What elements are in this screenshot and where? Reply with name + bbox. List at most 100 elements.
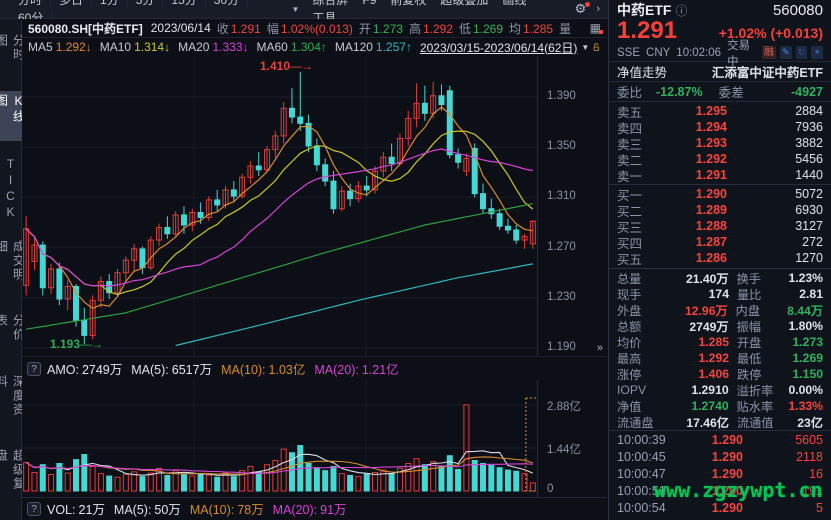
period-tab-30分[interactable]: 30分 [205, 0, 249, 7]
trading-status: 交易中 [727, 39, 751, 68]
stat-row-总量: 总量 21.40万 换手 1.23% [609, 270, 831, 286]
tool-button-前复权[interactable]: 前复权 [390, 0, 427, 7]
candle-body [529, 220, 536, 245]
fund-name[interactable]: 汇添富中证中药ETF [711, 66, 823, 80]
volume-ma-line [25, 462, 533, 475]
volume-svg[interactable] [22, 380, 537, 497]
stat-value: 1.285 [698, 335, 730, 349]
period-tab-15分[interactable]: 15分 [163, 0, 206, 7]
sidebar-item-TICK[interactable]: TICK [3, 156, 18, 221]
candle-body [23, 228, 30, 286]
quote-date: 2023/06/14 [150, 21, 211, 35]
candle-body [388, 156, 395, 165]
gear-glyph: ⚙ [574, 1, 587, 16]
price-tick: 1.190 [547, 341, 576, 353]
gear-icon[interactable]: ⚙ [567, 1, 595, 17]
ask-row-卖五[interactable]: 卖五 1.295 2884 [609, 103, 831, 120]
volume-bar [446, 455, 453, 492]
candle-body [455, 154, 462, 163]
weicha-value: -4927 [791, 84, 823, 99]
ask-row-卖一[interactable]: 卖一 1.291 1440 [609, 167, 831, 184]
volume-bar [205, 474, 212, 492]
edit-icon[interactable]: ✎ [779, 46, 792, 59]
quote-field-高: 高 1.292 [409, 22, 453, 36]
volume-bar [330, 465, 337, 492]
candle-body [31, 244, 38, 262]
ask-label: 卖五 [617, 105, 643, 120]
chart-content: 560080.SH[中药ETF] 2023/06/14 收 1.291 幅 1.02%… [22, 19, 607, 520]
stat-row-IOPV: IOPV 1.2910 溢折率 0.00% [609, 382, 831, 398]
bid-row-买二[interactable]: 买二 1.289 6930 [609, 202, 831, 219]
candlestick-svg[interactable] [22, 56, 537, 356]
volume-pane[interactable]: 2.88亿 1.44亿 0 [22, 380, 607, 497]
nav-trend-link[interactable]: 净值走势 [617, 66, 668, 80]
amo-help-button[interactable]: ? [27, 361, 41, 376]
bid-row-买四[interactable]: 买四 1.287 272 [609, 234, 831, 251]
period-toolbar: 分时 多日 1分 5分 15分 30分60分 ▼ 综合屏 F9 前复权 超级叠加 画线工具 ⚙ › [0, 0, 608, 25]
currency-label: CNY [646, 46, 671, 59]
candle-body [363, 185, 370, 191]
stat-label: 涨停 [617, 368, 642, 382]
tick-qty: 2118 [796, 449, 823, 464]
candle-body [164, 227, 171, 235]
expand-axis-icon[interactable]: » [596, 342, 603, 354]
candle-body [347, 190, 354, 200]
bid-row-买五[interactable]: 买五 1.286 1270 [609, 250, 831, 267]
ask-qty: 1440 [795, 168, 823, 182]
ask-row-卖四[interactable]: 卖四 1.294 7936 [609, 119, 831, 136]
ma-value: 1.257↑ [375, 40, 412, 54]
layout-grid-icon[interactable]: ▦ [590, 21, 603, 35]
high-annotation-value: 1.410 [260, 59, 291, 73]
chevron-right-icon[interactable]: › [596, 3, 600, 15]
quote-field-幅: 幅 1.02%(0.013) [267, 22, 353, 36]
price-tick: 1.390 [547, 90, 576, 102]
period-dropdown-caret[interactable]: ▼ [291, 4, 300, 14]
candle-body [230, 189, 237, 197]
amo-legend-items: AMO: 2749万 MA(5): 6517万 MA(10): 1.03亿 MA(20): 1… [47, 359, 408, 378]
candlestick-chart[interactable]: » 1.390 1.350 1.310 1.270 1.230 1.190 1.410—→… [22, 56, 607, 356]
volume-bar [255, 471, 262, 492]
tool-button-超级叠加[interactable]: 超级叠加 [440, 0, 489, 7]
ask-row-卖三[interactable]: 卖三 1.293 3882 [609, 135, 831, 152]
tool-button-综合屏[interactable]: 综合屏 [312, 0, 349, 7]
stat-label: 最低 [737, 352, 762, 366]
vol-value: 91万 [320, 503, 347, 517]
candle-body [39, 244, 46, 289]
date-range-selector[interactable]: 2023/03/15-2023/06/14(62日) [419, 40, 578, 55]
period-tab-分时[interactable]: 分时 [10, 0, 52, 7]
range-caret-icon[interactable]: ▼ [581, 42, 590, 52]
candle-body [247, 165, 254, 178]
tool-button-画线[interactable]: 画线 [502, 0, 527, 7]
high-annotation: 1.410—→ [260, 59, 313, 73]
stat-row-涨停: 涨停 1.406 跌停 1.150 [609, 366, 831, 382]
ask-qty: 5456 [795, 152, 823, 166]
volume-field-label: 量 [559, 21, 572, 36]
tick-row: 10:00:54 1.290 5 [609, 499, 831, 516]
period-tab-1分[interactable]: 1分 [92, 0, 128, 7]
candle-body [205, 199, 212, 218]
candle-body [504, 225, 511, 231]
bid-qty: 3127 [795, 219, 823, 233]
ma-line [25, 130, 534, 296]
period-tab-多日[interactable]: 多日 [51, 0, 93, 7]
ma-line [25, 106, 533, 309]
ask-row-卖二[interactable]: 卖二 1.292 5456 [609, 151, 831, 168]
info-circle-icon[interactable]: ⓘ [675, 3, 688, 18]
candle-body [496, 213, 503, 227]
tick-qty: 5605 [795, 432, 823, 447]
tool-button-F9[interactable]: F9 [362, 0, 377, 7]
bid-row-买三[interactable]: 买三 1.288 3127 [609, 218, 831, 235]
candle-body [380, 156, 387, 172]
period-tab-5分[interactable]: 5分 [127, 0, 164, 7]
add-icon[interactable]: + [811, 46, 823, 59]
bid-label: 买二 [617, 204, 643, 219]
amo-MA5: MA(5): 6517万 [131, 363, 212, 377]
unlock-icon[interactable] [593, 40, 600, 54]
refresh-icon[interactable]: ↻ [795, 46, 808, 59]
quote-time: 10:02:06 [676, 46, 722, 59]
bid-row-买一[interactable]: 买一 1.290 5072 [609, 186, 831, 203]
candle-body [264, 149, 271, 171]
tick-qty: 5 [816, 500, 823, 515]
vol-help-button[interactable]: ? [27, 501, 41, 516]
